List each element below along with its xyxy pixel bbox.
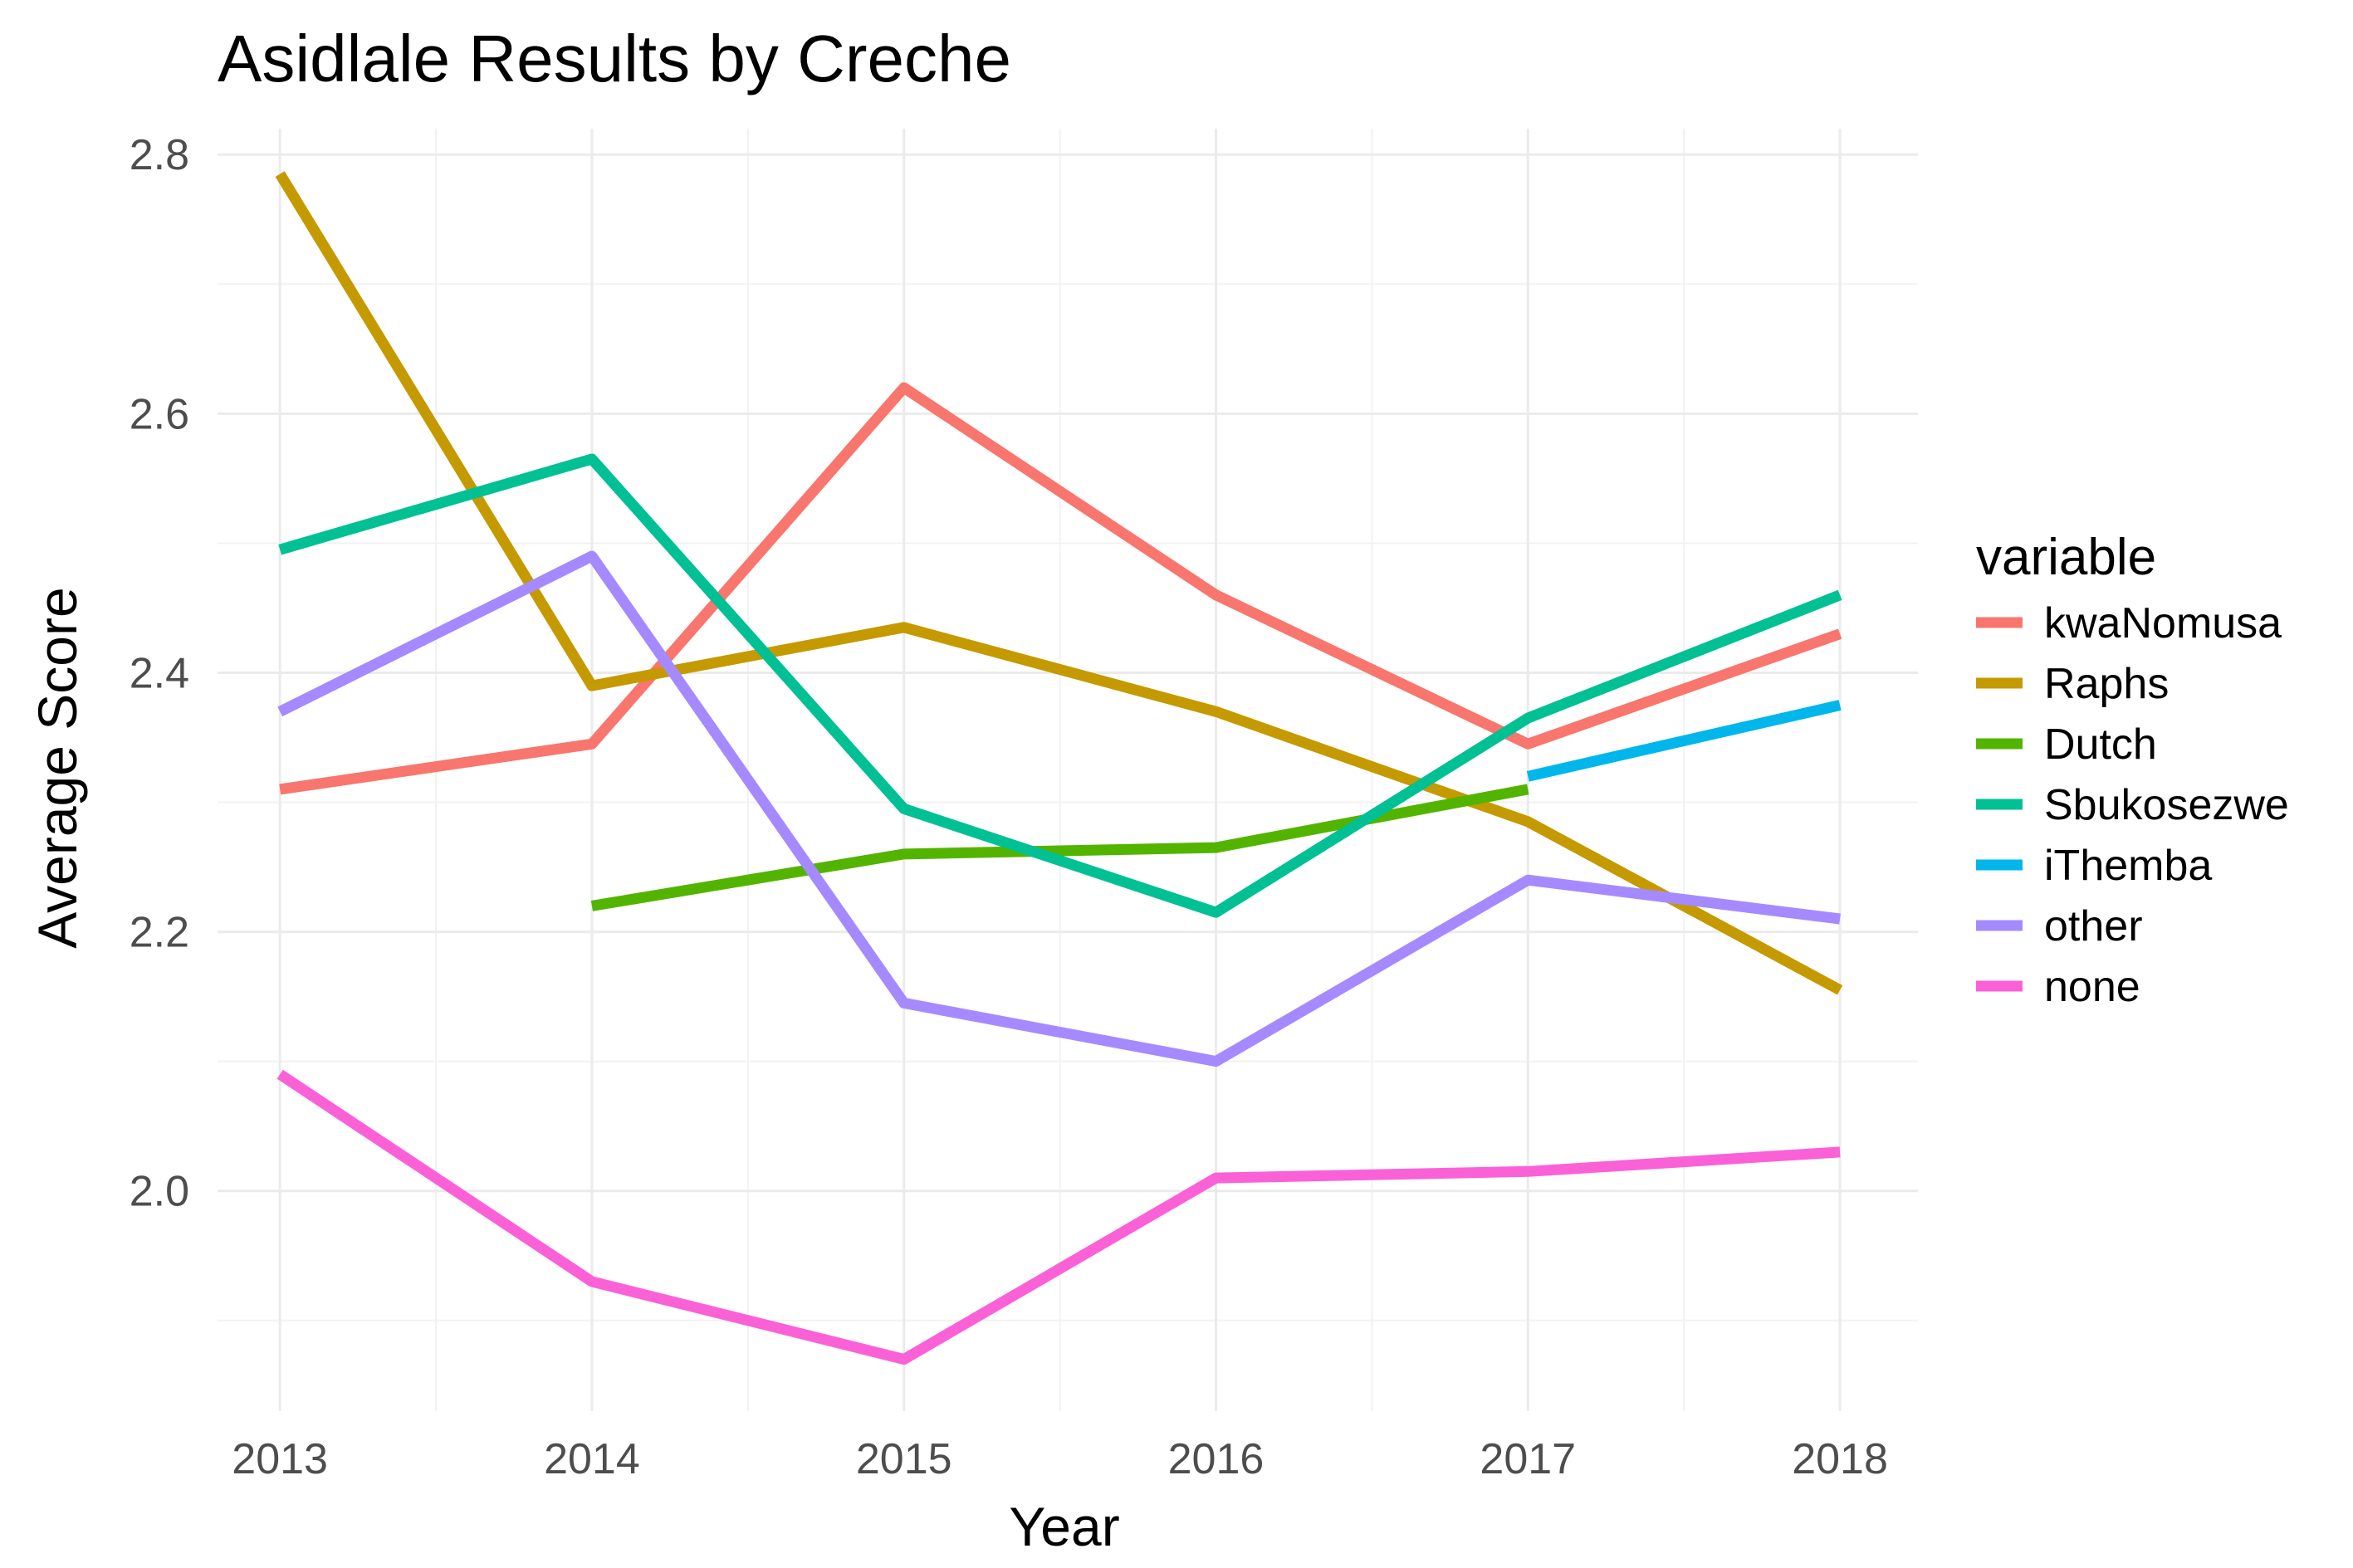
y-tick-label: 2.4 [130,649,189,697]
y-tick-label: 2.8 [130,131,189,179]
x-tick-label: 2018 [1792,1435,1888,1483]
series-line-other [277,550,1841,1067]
series-line-sbukosezwe [278,453,1842,918]
series-line-none [276,1069,1841,1365]
x-tick-label: 2014 [544,1435,640,1483]
y-tick-label: 2.0 [130,1168,189,1216]
grid [218,129,1918,1411]
y-tick-label: 2.6 [130,390,189,438]
legend-label-ithemba: iThemba [2044,842,2212,890]
x-tick-label: 2015 [856,1435,952,1483]
series-line-ithemba [1526,700,1842,782]
legend-title: variable [1976,529,2156,586]
legend-label-raphs: Raphs [2044,660,2169,708]
y-tick-label: 2.2 [130,909,189,957]
series-line-kwanomusa [279,382,1842,795]
legend: variable kwaNomusa Raphs Dutch Sbukosezwe iT… [1976,529,2289,1011]
x-tick-label: 2016 [1168,1435,1265,1483]
legend-label-none: none [2044,963,2140,1011]
legend-label-dutch: Dutch [2044,720,2157,769]
legend-label-sbukosezwe: Sbukosezwe [2044,781,2289,829]
legend-label-kwanomusa: kwaNomusa [2044,599,2282,647]
chart-title: Asidlale Results by Creche [218,22,1011,95]
y-tick-labels: 2.0 2.2 2.4 2.6 2.8 [130,131,189,1215]
x-axis-title: Year [1009,1496,1119,1557]
series-lines [275,171,1843,1365]
y-axis-title: Average Score [27,587,88,948]
legend-label-other: other [2044,902,2143,950]
series-line-raphs [275,171,1843,995]
x-tick-label: 2013 [232,1435,328,1483]
x-tick-labels: 2013 2014 2015 2016 2017 2018 [232,1435,1888,1483]
x-tick-label: 2017 [1480,1435,1576,1483]
